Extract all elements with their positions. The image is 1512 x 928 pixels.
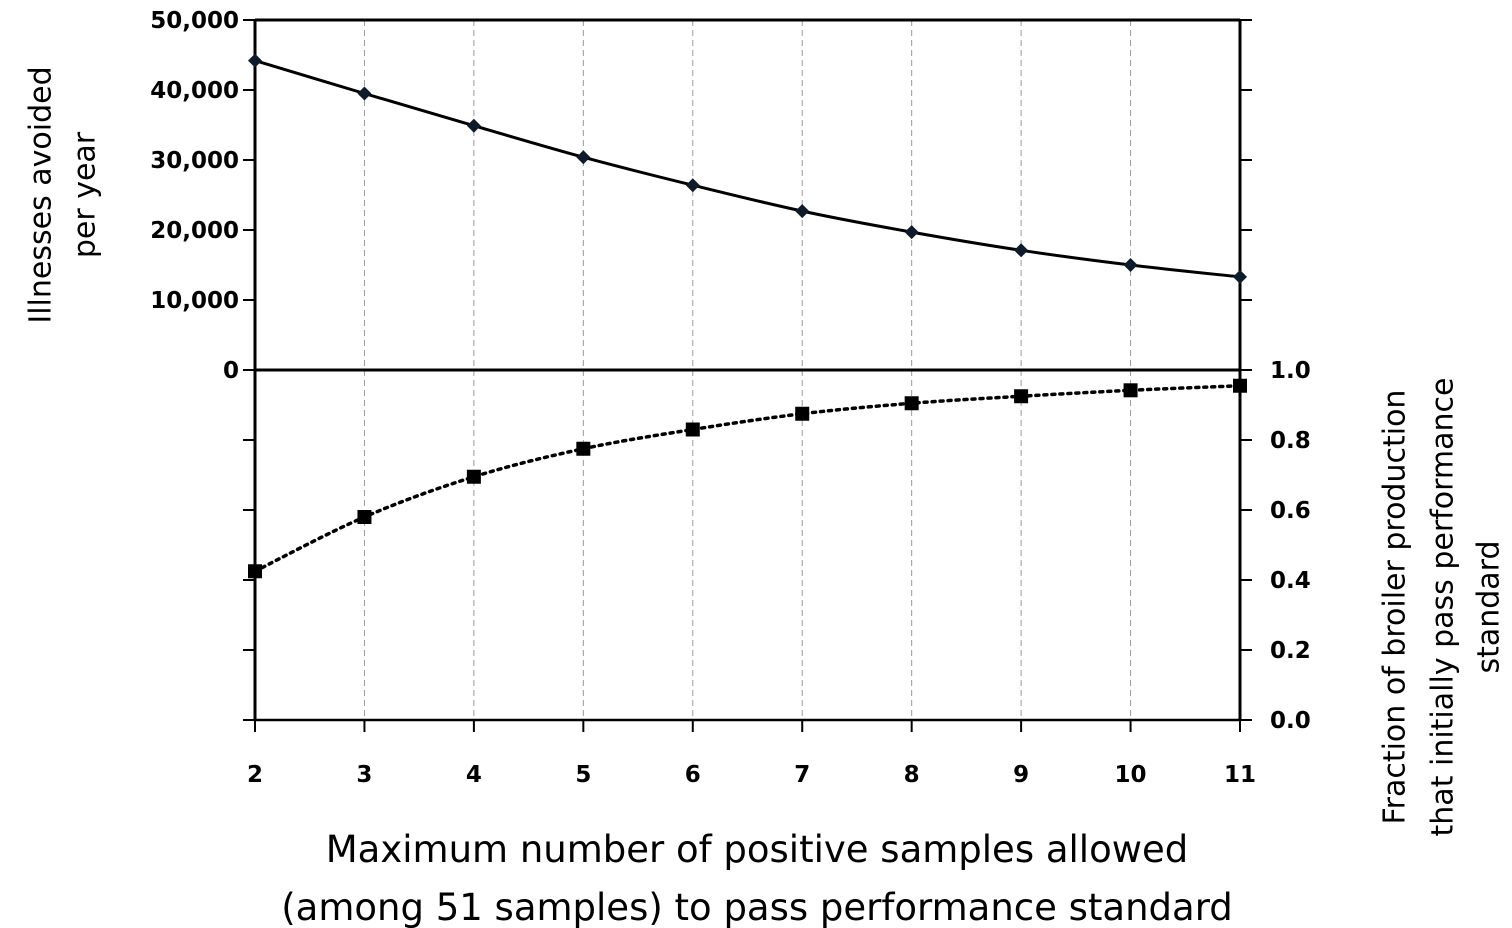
axis-titles: Illnesses avoided per year Fraction of bro… xyxy=(24,66,1507,928)
ytick-label-left: 10,000 xyxy=(150,288,239,314)
x-axis-title: Maximum number of positive samples allow… xyxy=(326,828,1189,871)
plot-frame xyxy=(253,18,1242,722)
square-marker xyxy=(1233,378,1247,393)
xtick-label: 7 xyxy=(794,762,810,788)
square-marker xyxy=(248,564,262,579)
xtick-label: 2 xyxy=(247,762,263,788)
square-marker xyxy=(466,469,481,484)
diamond-marker xyxy=(357,86,372,101)
square-marker xyxy=(576,441,591,456)
square-marker xyxy=(685,422,700,437)
ytick-label-left: 0 xyxy=(223,358,239,384)
xtick-label: 8 xyxy=(904,762,920,788)
ytick-label-right: 0.6 xyxy=(1270,498,1311,524)
fraction-series xyxy=(248,378,1247,579)
fraction-line xyxy=(253,384,1242,573)
right-axis-title: standard xyxy=(1472,540,1507,673)
ytick-label-left: 50,000 xyxy=(150,8,239,34)
square-marker xyxy=(357,510,372,524)
xtick-label: 4 xyxy=(466,762,482,788)
ytick-label-right: 0.0 xyxy=(1270,708,1311,734)
ytick-label-right: 0.2 xyxy=(1270,638,1311,664)
xtick-label: 6 xyxy=(685,762,701,788)
ytick-label-right: 0.4 xyxy=(1270,568,1311,594)
diamond-marker xyxy=(1123,258,1138,272)
xtick-label: 10 xyxy=(1115,762,1147,788)
diamond-marker xyxy=(1014,243,1029,258)
tick-labels: 0 10,000 20,000 30,000 40,000 50,000 0.0 0.2 0.4… xyxy=(150,8,1311,788)
left-axis-title: per year xyxy=(68,131,103,258)
xtick-label: 3 xyxy=(356,762,372,788)
ytick-label-left: 30,000 xyxy=(150,148,239,174)
ytick-label-right: 1.0 xyxy=(1270,358,1311,384)
xtick-label: 9 xyxy=(1013,762,1029,788)
right-axis-title: that initially pass performance xyxy=(1426,378,1461,837)
illnesses-line xyxy=(254,59,1241,279)
square-marker xyxy=(904,396,919,411)
diamond-marker xyxy=(576,150,591,165)
diamond-marker xyxy=(248,53,262,68)
illnesses-series xyxy=(248,53,1247,284)
x-axis-title: (among 51 samples) to pass performance s… xyxy=(281,886,1233,928)
diamond-marker xyxy=(685,178,700,193)
ytick-label-left: 20,000 xyxy=(150,218,239,244)
diamond-marker xyxy=(466,118,481,133)
square-marker xyxy=(1014,389,1029,404)
left-axis-title: Illnesses avoided xyxy=(24,66,59,323)
diamond-marker xyxy=(795,204,810,219)
square-marker xyxy=(1123,383,1138,398)
diamond-marker xyxy=(1233,269,1247,284)
xtick-label: 5 xyxy=(575,762,591,788)
ytick-label-right: 0.8 xyxy=(1270,428,1311,454)
diamond-marker xyxy=(904,225,919,240)
right-axis-title: Fraction of broiler production xyxy=(1378,390,1413,825)
square-marker xyxy=(795,406,810,421)
axis-ticks xyxy=(243,19,1252,732)
xtick-label: 11 xyxy=(1224,762,1256,788)
ytick-label-left: 40,000 xyxy=(150,78,239,104)
